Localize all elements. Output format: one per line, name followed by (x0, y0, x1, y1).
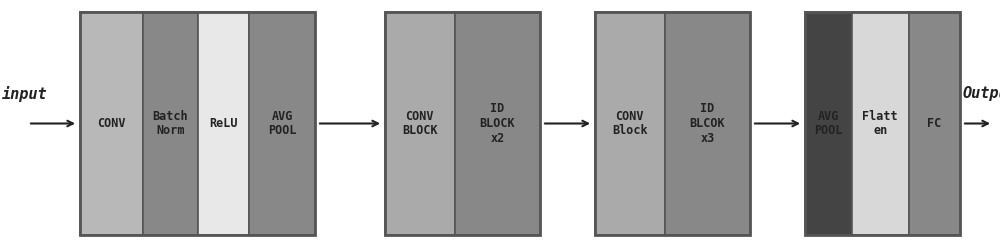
Bar (198, 12, 249, 235)
Bar (805, 12, 852, 235)
Bar (455, 12, 540, 235)
Text: FC: FC (927, 117, 942, 130)
Bar (595, 12, 750, 235)
Bar (80, 12, 315, 235)
Bar (385, 12, 455, 235)
Text: ReLU: ReLU (209, 117, 238, 130)
Bar (80, 12, 143, 235)
Text: input: input (2, 86, 48, 102)
Bar (249, 12, 315, 235)
Text: Output: Output (963, 86, 1000, 101)
Bar (143, 12, 198, 235)
Bar (385, 12, 540, 235)
Text: Flatt
en: Flatt en (862, 109, 898, 138)
Bar (852, 12, 909, 235)
Bar (909, 12, 960, 235)
Text: ID
BLOCK
x2: ID BLOCK x2 (480, 102, 515, 145)
Text: CONV
BLOCK: CONV BLOCK (402, 109, 438, 138)
Text: CONV
Block: CONV Block (612, 109, 648, 138)
Text: AVG
POOL: AVG POOL (268, 109, 296, 138)
Text: CONV: CONV (97, 117, 126, 130)
Bar (805, 12, 960, 235)
Text: Batch
Norm: Batch Norm (153, 109, 188, 138)
Bar (595, 12, 665, 235)
Text: ID
BLCOK
x3: ID BLCOK x3 (690, 102, 725, 145)
Text: AVG
POOL: AVG POOL (814, 109, 842, 138)
Bar (665, 12, 750, 235)
